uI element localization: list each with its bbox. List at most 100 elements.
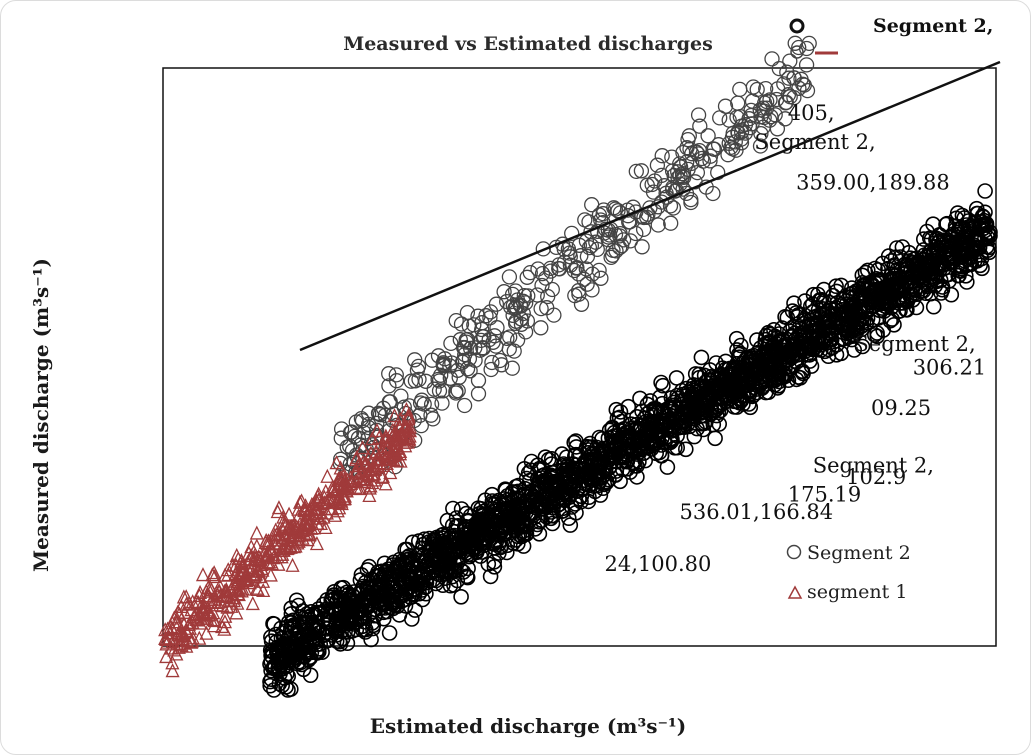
segment2-point: [271, 645, 288, 662]
segment2-point: [643, 426, 660, 443]
segment2-point: [473, 500, 489, 517]
segment2-point: [843, 280, 860, 296]
segment2-point: [264, 648, 280, 665]
segment2-point: [544, 281, 560, 298]
segment2-point: [353, 602, 370, 619]
segment2-point: [653, 194, 670, 210]
segment2-point: [296, 614, 313, 631]
segment1-point: [402, 431, 417, 446]
segment2-point: [302, 667, 319, 684]
segment2-point: [680, 384, 696, 401]
segment2-point: [275, 659, 292, 675]
segment2-point: [732, 81, 748, 98]
segment1-point: [248, 547, 263, 562]
segment2-point: [976, 222, 993, 239]
segment1-point: [309, 536, 324, 551]
segment2-point: [407, 581, 424, 598]
segment2-point: [629, 408, 645, 425]
legend-circle-icon: [786, 544, 802, 560]
segment2-point: [280, 630, 297, 647]
segment2-point: [810, 302, 827, 318]
segment2-point: [777, 111, 793, 127]
top-legend-label: Segment 2,: [873, 15, 993, 37]
segment2-point: [864, 277, 881, 293]
segment2-point: [414, 540, 431, 557]
segment1-point: [378, 476, 393, 491]
segment2-point: [781, 70, 797, 86]
segment1-point: [348, 451, 364, 466]
segment2-point: [798, 328, 815, 345]
segment1-point: [339, 479, 354, 494]
segment1-point: [171, 625, 186, 640]
segment2-point: [274, 660, 291, 677]
segment1-point: [163, 625, 178, 640]
segment2-point: [455, 339, 472, 356]
segment2-point: [519, 269, 535, 285]
segment1-point: [199, 625, 214, 640]
segment2-point: [515, 305, 531, 322]
segment1-point: [203, 580, 218, 595]
segment2-point: [556, 465, 573, 482]
segment2-point: [294, 603, 311, 619]
segment2-point: [375, 400, 392, 416]
segment2-point: [466, 317, 482, 333]
data-label: 359.00,189.88: [796, 170, 950, 194]
data-label: Segment 2,: [854, 332, 975, 356]
segment2-point: [522, 506, 539, 523]
segment1-point: [167, 642, 182, 657]
segment2-point: [972, 257, 989, 274]
segment1-point: [299, 525, 314, 540]
segment2-point: [475, 329, 491, 345]
segment2-point: [518, 295, 534, 311]
segment2-point: [551, 257, 567, 273]
segment1-point: [165, 663, 180, 678]
segment1-point: [241, 563, 256, 578]
segment2-point: [471, 516, 488, 533]
segment2-point: [482, 568, 499, 585]
segment2-point: [712, 110, 728, 126]
segment2-point: [452, 332, 468, 348]
segment2-point: [532, 494, 549, 510]
legend-triangle-icon: [787, 585, 803, 599]
segment2-point: [435, 358, 452, 374]
segment2-point: [628, 163, 644, 180]
segment2-point: [493, 522, 510, 538]
segment2-point: [328, 605, 344, 622]
segment1-point: [390, 440, 405, 455]
segment1-point: [358, 455, 374, 470]
segment1-point: [399, 419, 414, 434]
segment1-point: [256, 573, 271, 588]
segment2-point: [564, 225, 580, 242]
segment2-point: [520, 288, 536, 304]
segment2-point: [501, 269, 518, 285]
x-axis-label: Estimated discharge (m³s⁻¹): [370, 714, 687, 738]
segment2-point: [347, 614, 363, 631]
legend-segment2-label: Segment 2: [807, 542, 911, 564]
segment2-point: [693, 349, 710, 366]
segment2-point: [884, 311, 900, 327]
segment2-point: [344, 442, 361, 459]
segment2-point: [566, 262, 582, 279]
segment1-point: [329, 481, 344, 496]
segment2-point: [376, 555, 393, 572]
segment2-point: [822, 325, 839, 342]
segment2-point: [578, 261, 594, 277]
segment2-point: [505, 307, 521, 324]
segment2-point: [628, 204, 644, 220]
segment2-point: [584, 282, 600, 298]
segment2-point: [573, 296, 590, 312]
data-label: 24,100.80: [605, 552, 712, 576]
segment2-point: [615, 232, 632, 248]
segment2-point: [804, 296, 821, 312]
segment1-point: [292, 494, 308, 509]
segment2-point: [570, 266, 587, 282]
segment2-point: [612, 205, 629, 221]
segment1-point: [207, 591, 222, 606]
segment2-point: [396, 399, 412, 415]
segment2-point: [453, 561, 469, 578]
data-label: 09.25: [871, 396, 931, 420]
segment2-point: [534, 265, 551, 282]
segment2-point: [466, 538, 483, 555]
segment1-point: [218, 608, 233, 623]
